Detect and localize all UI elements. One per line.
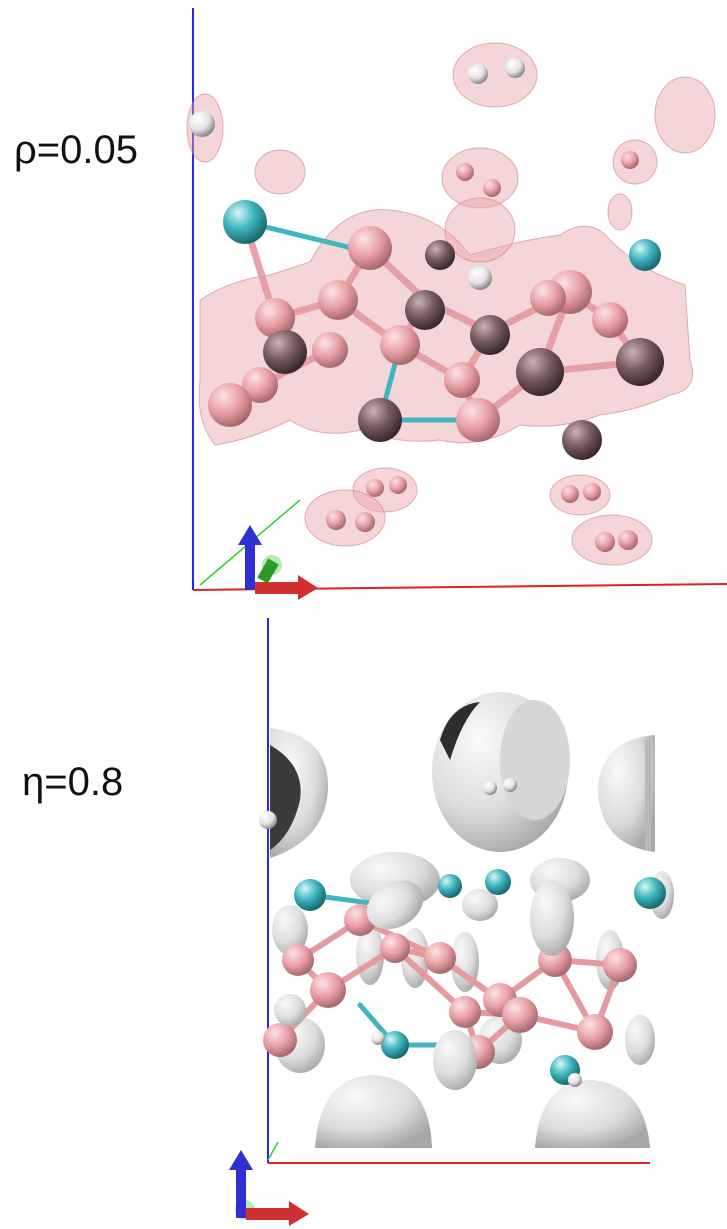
hydrogen-atom xyxy=(259,811,277,829)
boron-atom xyxy=(456,398,500,442)
boron-atom xyxy=(312,332,348,368)
hydrogen-atom xyxy=(366,479,384,497)
dark-atom xyxy=(562,420,602,460)
nitrogen-atom xyxy=(223,200,267,244)
nitrogen-atom xyxy=(485,869,511,895)
hydrogen-atom xyxy=(456,163,474,181)
boron-atom xyxy=(282,944,314,976)
hydrogen-atom xyxy=(468,64,488,84)
hydrogen-atom xyxy=(595,532,615,552)
boron-atom xyxy=(255,298,295,338)
nitrogen-atom xyxy=(629,239,661,271)
nitrogen-atom xyxy=(438,874,462,898)
boron-atom xyxy=(380,933,410,963)
nitrogen-atom xyxy=(381,1031,409,1059)
nitrogen-atom xyxy=(294,879,326,911)
bottom-axes-gizmo xyxy=(229,1150,309,1226)
hydrogen-atom xyxy=(621,151,639,169)
hydrogen-atom xyxy=(618,530,638,550)
hydrogen-atom xyxy=(326,510,346,530)
top-axes-gizmo xyxy=(238,525,318,600)
hydrogen-atom xyxy=(483,781,497,795)
bottom-front-lobes xyxy=(274,880,574,1090)
hydrogen-atom xyxy=(389,476,407,494)
top-panel xyxy=(186,8,727,600)
boron-atom xyxy=(208,383,252,427)
boron-atom xyxy=(310,972,346,1008)
dark-atom xyxy=(263,330,307,374)
hydrogen-atom xyxy=(503,778,517,792)
hydrogen-atom xyxy=(561,485,579,503)
boron-atom xyxy=(530,280,566,316)
hydrogen-atom xyxy=(483,179,501,197)
hydrogen-atom xyxy=(371,1031,385,1045)
hydrogen-atom xyxy=(568,1073,582,1087)
dark-atom xyxy=(616,338,664,386)
dark-atom xyxy=(358,398,402,442)
nitrogen-atom xyxy=(634,877,666,909)
bottom-panel xyxy=(229,618,674,1226)
panel-top-label: ρ=0.05 xyxy=(14,128,138,172)
boron-atom xyxy=(603,948,637,982)
dark-atom xyxy=(425,240,455,270)
hydrogen-atom xyxy=(505,58,525,78)
boron-atom xyxy=(242,367,278,403)
boron-atom xyxy=(577,1014,613,1050)
boron-atom xyxy=(424,942,456,974)
boron-atom xyxy=(318,280,358,320)
boron-atom xyxy=(348,226,392,270)
boron-atom xyxy=(502,997,538,1033)
top-atoms xyxy=(189,58,664,552)
boron-atom xyxy=(444,362,480,398)
dark-atom xyxy=(470,315,510,355)
bottom-y-axis-line xyxy=(267,1141,279,1161)
hydrogen-atom xyxy=(189,111,215,137)
bottom-localization-isosurface xyxy=(270,692,674,1148)
panel-bottom-label: η=0.8 xyxy=(22,760,124,804)
dark-atom xyxy=(516,348,564,396)
hydrogen-atom xyxy=(468,266,492,290)
boron-atom xyxy=(380,325,420,365)
hydrogen-atom xyxy=(583,483,601,501)
boron-atom xyxy=(592,302,628,338)
dark-atom xyxy=(405,290,445,330)
hydrogen-atom xyxy=(355,512,375,532)
boron-atom xyxy=(449,996,481,1028)
boron-atom xyxy=(263,1023,297,1057)
